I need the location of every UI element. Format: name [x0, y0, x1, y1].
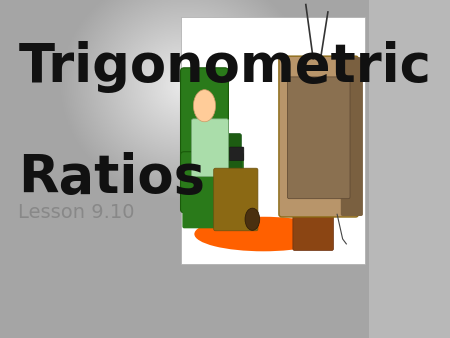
Ellipse shape	[245, 208, 260, 230]
FancyBboxPatch shape	[192, 119, 229, 176]
FancyBboxPatch shape	[180, 152, 243, 213]
FancyBboxPatch shape	[341, 57, 363, 216]
Ellipse shape	[194, 217, 333, 251]
FancyBboxPatch shape	[230, 147, 244, 161]
Text: Lesson 9.10: Lesson 9.10	[18, 203, 135, 222]
FancyBboxPatch shape	[214, 168, 258, 231]
Text: Ratios: Ratios	[18, 152, 205, 204]
FancyBboxPatch shape	[293, 213, 333, 250]
FancyBboxPatch shape	[182, 200, 241, 228]
FancyBboxPatch shape	[223, 134, 241, 186]
FancyBboxPatch shape	[279, 56, 359, 217]
FancyBboxPatch shape	[180, 17, 365, 264]
Ellipse shape	[194, 90, 216, 122]
FancyBboxPatch shape	[288, 77, 350, 199]
FancyBboxPatch shape	[180, 68, 229, 198]
Text: Trigonometric: Trigonometric	[18, 41, 431, 93]
